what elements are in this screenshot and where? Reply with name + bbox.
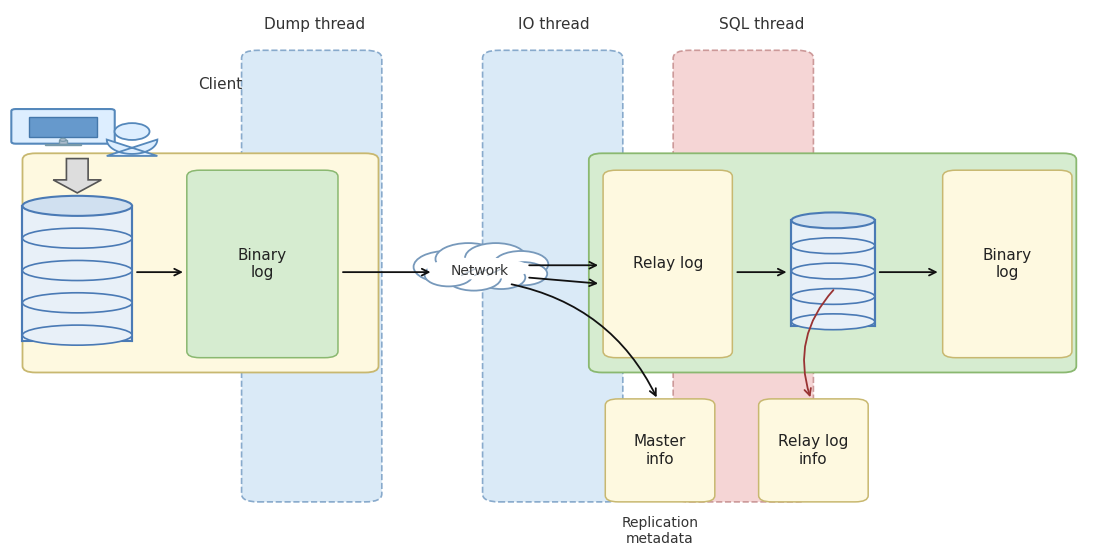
Text: Binary
log: Binary log [983,248,1032,280]
FancyBboxPatch shape [673,50,814,502]
Circle shape [414,251,479,283]
Ellipse shape [792,314,875,330]
Circle shape [59,139,66,141]
Text: Binary
log: Binary log [238,248,287,280]
Ellipse shape [22,325,132,345]
Bar [792,220,875,326]
Ellipse shape [792,263,875,279]
FancyBboxPatch shape [603,170,732,358]
FancyBboxPatch shape [759,399,869,502]
Ellipse shape [792,213,875,229]
Circle shape [477,266,525,289]
Text: Network: Network [450,264,509,278]
Text: IO thread: IO thread [517,17,590,32]
Circle shape [115,123,150,140]
Polygon shape [53,158,101,193]
Circle shape [465,243,526,273]
FancyBboxPatch shape [482,50,623,502]
Text: Master
info: Master info [634,434,686,466]
Bar [59,140,67,144]
Ellipse shape [792,238,875,254]
FancyBboxPatch shape [22,153,379,373]
Circle shape [493,251,548,278]
Text: SQL thread: SQL thread [719,17,805,32]
Circle shape [436,243,501,275]
Text: Client: Client [198,77,242,92]
Bar [22,206,132,341]
Circle shape [499,262,547,285]
FancyBboxPatch shape [241,50,382,502]
Ellipse shape [427,257,532,279]
Circle shape [446,264,501,290]
FancyBboxPatch shape [589,153,1077,373]
Ellipse shape [792,289,875,304]
Ellipse shape [22,261,132,280]
Ellipse shape [22,228,132,248]
Polygon shape [107,140,157,156]
Bar [29,118,97,137]
Circle shape [425,263,472,286]
Ellipse shape [22,293,132,313]
Text: Dump thread: Dump thread [264,17,366,32]
Ellipse shape [22,196,132,216]
Text: Relay log
info: Relay log info [778,434,849,466]
FancyBboxPatch shape [11,109,115,144]
FancyBboxPatch shape [187,170,338,358]
Text: Relay log: Relay log [633,257,702,272]
FancyBboxPatch shape [942,170,1072,358]
FancyBboxPatch shape [606,399,715,502]
Bar [45,144,81,145]
Text: Replication
metadata: Replication metadata [622,516,698,546]
